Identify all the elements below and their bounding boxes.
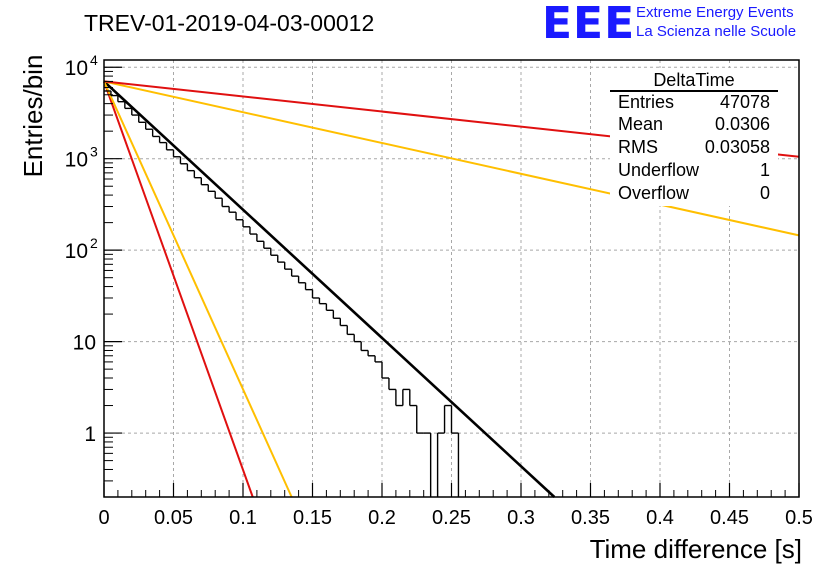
histogram-bin — [172, 149, 181, 158]
y-tick-exponent: 4 — [90, 52, 98, 68]
histogram-bin — [297, 276, 306, 284]
histogram-bin — [249, 226, 257, 235]
run-title: TREV-01-2019-04-03-00012 — [84, 10, 375, 36]
stats-label: RMS — [618, 137, 658, 157]
histogram-bin — [158, 136, 167, 144]
x-axis-title: Time difference [s] — [589, 534, 802, 564]
histogram-bin — [131, 108, 139, 116]
y-tick-label: 10 — [73, 332, 96, 355]
histogram-bin — [165, 142, 174, 151]
stats-row-rms: RMS 0.03058 — [618, 137, 770, 159]
histogram-bin — [381, 361, 389, 379]
histogram-bin — [388, 378, 396, 391]
x-tick-label: 0.05 — [154, 507, 193, 529]
stats-title: DeltaTime — [653, 70, 735, 90]
eee-logo: EEE — [542, 0, 636, 49]
histogram-bin — [332, 310, 341, 319]
histogram-bin — [124, 101, 132, 110]
curve-fit — [103, 80, 556, 498]
histogram-bin — [186, 163, 195, 172]
stats-row-underflow: Underflow 1 — [618, 160, 770, 182]
stats-row-entries: Entries 47078 — [618, 92, 770, 114]
x-tick-label: 0.15 — [293, 507, 332, 529]
histogram-bin — [339, 318, 348, 327]
stats-value: 0 — [759, 183, 770, 203]
stats-label: Underflow — [618, 160, 700, 180]
curve-orange-steep — [103, 80, 293, 498]
histogram-bin — [277, 255, 285, 263]
stats-divider — [610, 90, 778, 92]
axis-ticks — [103, 66, 800, 498]
histogram-bin — [235, 212, 243, 221]
histogram-bin — [228, 206, 237, 213]
histogram-bin — [117, 95, 125, 103]
curve-red-steep — [103, 81, 254, 498]
tick-labels: 0 0.05 0.1 0.15 0.2 0.25 0.3 0.35 0.4 0.45 0.51101… — [65, 52, 813, 529]
histogram-bin — [221, 198, 230, 208]
stats-value: 0.0306 — [714, 114, 770, 134]
y-tick-exponent: 2 — [90, 235, 98, 251]
stats-value: 1 — [759, 160, 770, 180]
histogram-bin — [374, 355, 382, 363]
stats-value: 0.03058 — [704, 137, 770, 157]
x-tick-label: 0.3 — [507, 507, 535, 529]
logo-line-1: Extreme Energy Events — [636, 4, 794, 21]
y-tick-exponent: 3 — [90, 144, 98, 160]
histogram-bin — [242, 219, 250, 228]
histogram-bin — [256, 234, 264, 242]
histogram-bin — [138, 115, 146, 124]
curve-orange-shallow — [103, 80, 800, 237]
y-axis-title: Entries/bin — [18, 54, 48, 178]
stats-label: Mean — [618, 114, 664, 134]
histogram-bin — [284, 262, 292, 270]
histogram-bin — [450, 405, 459, 434]
y-tick-label: 1 — [84, 423, 96, 446]
histogram-bin — [416, 405, 424, 434]
x-tick-label: 0.45 — [710, 507, 749, 529]
stats-box: DeltaTime Entries 47078 Mean 0.0306 RMS … — [610, 68, 778, 206]
x-tick-label: 0 — [98, 507, 109, 529]
histogram-bin — [353, 334, 362, 343]
logo-line-2: La Scienza nelle Scuole — [636, 23, 797, 40]
histogram-bin — [443, 404, 452, 434]
histogram-bin — [193, 170, 202, 179]
stats-row-overflow: Overflow 0 — [618, 183, 770, 205]
histogram-bin — [200, 177, 209, 186]
histogram-bin — [318, 297, 327, 305]
x-tick-label: 0.35 — [571, 507, 610, 529]
y-tick-label: 10 — [65, 240, 88, 263]
y-tick-label: 10 — [65, 149, 88, 172]
histogram-bin — [436, 432, 445, 497]
y-tick-label: 10 — [65, 57, 88, 80]
histogram-bin — [409, 389, 417, 407]
histogram-bin — [304, 282, 313, 291]
histogram-bin — [311, 289, 320, 299]
x-tick-label: 0.1 — [229, 507, 257, 529]
histogram-bin — [270, 248, 278, 256]
histogram-bin — [346, 325, 355, 336]
histogram-bin — [151, 129, 160, 138]
histogram-bin — [290, 269, 299, 277]
histogram-bin — [179, 156, 188, 165]
stats-label: Overflow — [618, 183, 690, 203]
histogram-bin — [144, 122, 153, 130]
histogram-bin — [360, 341, 369, 352]
histogram-bin — [402, 388, 410, 406]
stats-row-mean: Mean 0.0306 — [618, 114, 770, 136]
x-tick-label: 0.4 — [646, 507, 674, 529]
histogram-bin — [263, 241, 271, 249]
x-tick-label: 0.5 — [785, 507, 813, 529]
stats-value: 47078 — [719, 92, 770, 112]
histogram-bin — [367, 350, 376, 357]
stats-label: Entries — [618, 92, 675, 112]
histogram-bin — [214, 191, 223, 199]
histogram — [104, 90, 460, 497]
histogram-bin — [395, 389, 403, 407]
x-tick-label: 0.2 — [368, 507, 396, 529]
x-tick-label: 0.25 — [432, 507, 471, 529]
histogram-bin — [207, 184, 216, 193]
histogram-bin — [325, 303, 334, 311]
